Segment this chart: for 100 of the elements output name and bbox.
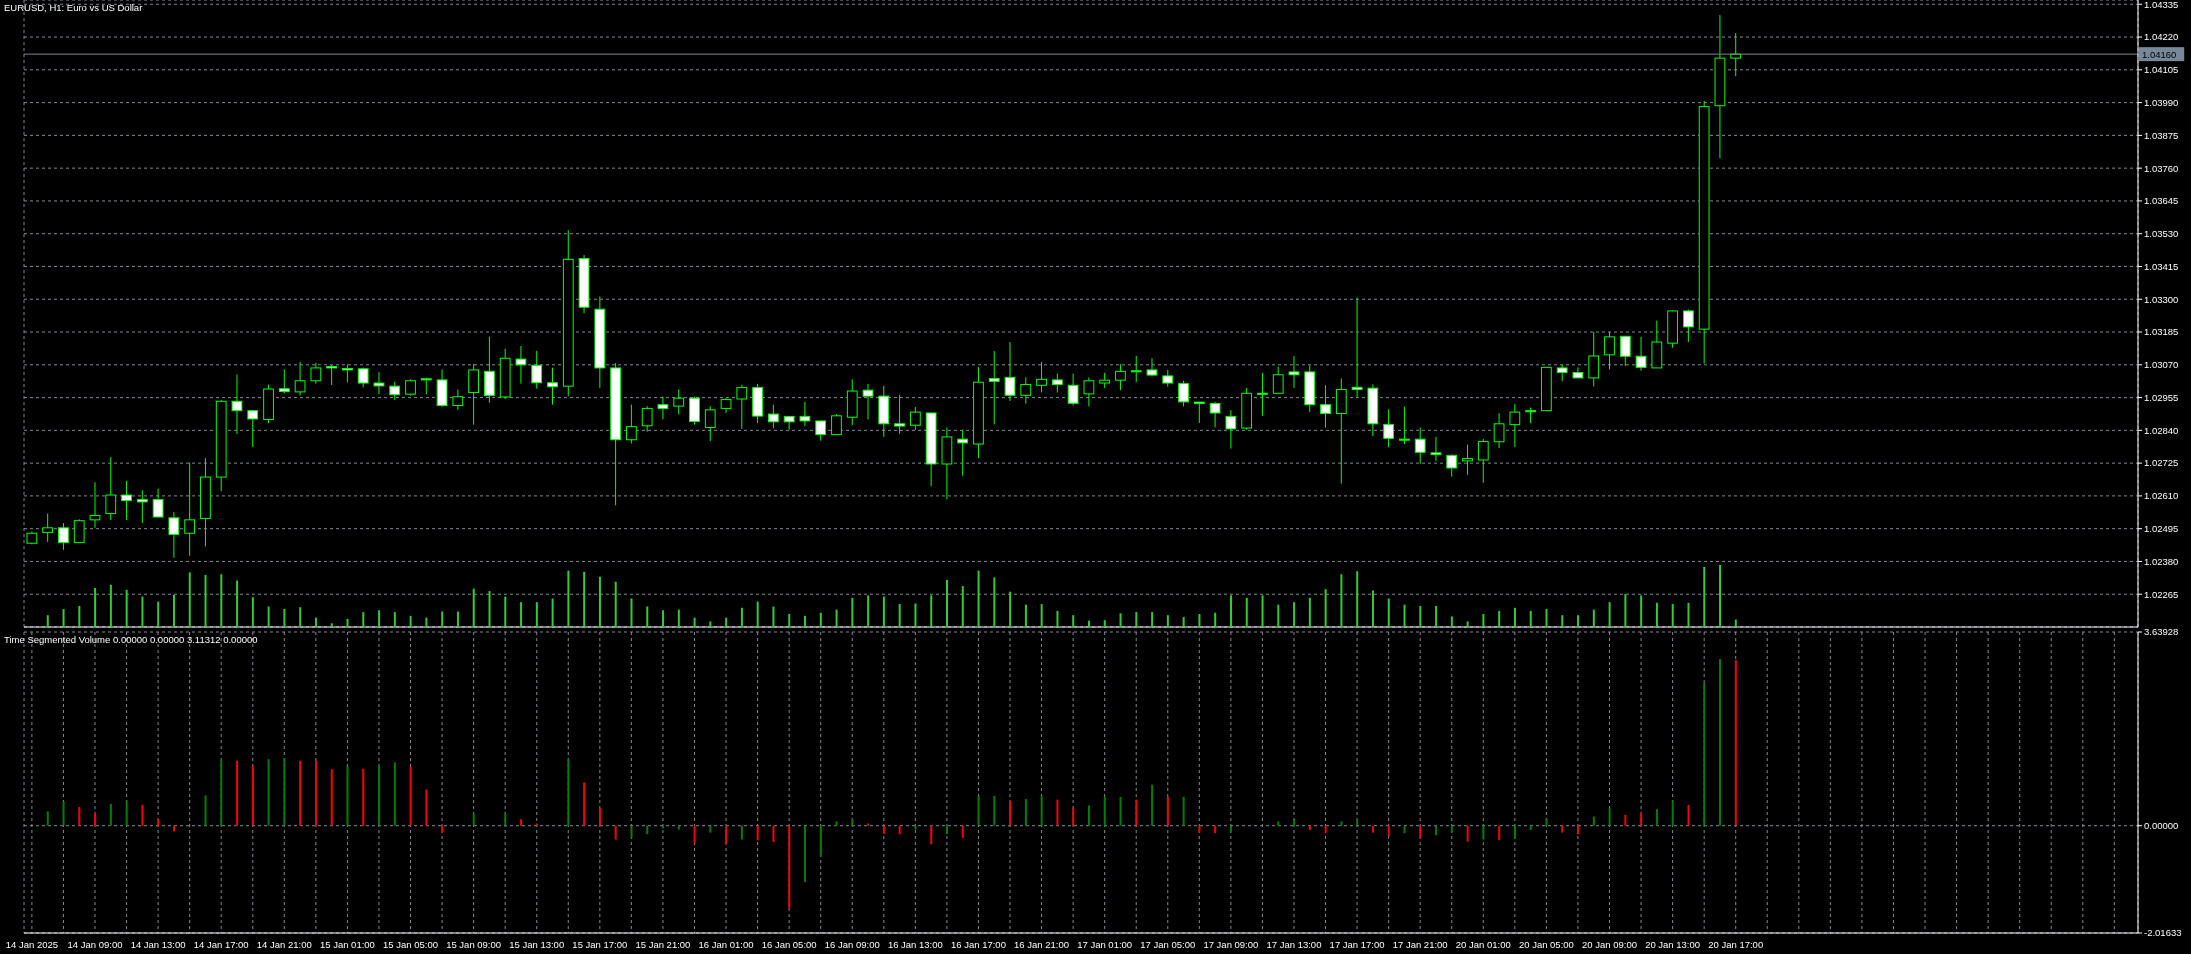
bar — [1293, 818, 1296, 826]
bar — [299, 607, 302, 627]
candlestick — [1272, 366, 1284, 394]
bar — [393, 762, 396, 826]
bar — [204, 574, 207, 627]
candlestick — [1193, 401, 1205, 424]
bar — [1024, 604, 1027, 627]
y-tick-label: 1.03070 — [2144, 359, 2179, 371]
bar — [630, 598, 633, 627]
bar — [1545, 818, 1548, 826]
bar — [1513, 607, 1516, 627]
bar — [851, 597, 854, 627]
candlestick — [1288, 355, 1300, 389]
bar — [535, 602, 538, 627]
bar — [283, 758, 286, 826]
bar — [977, 570, 980, 627]
y-tick-label: 1.03530 — [2144, 228, 2179, 240]
bar — [740, 825, 743, 840]
bar — [236, 580, 239, 627]
candlestick — [783, 415, 795, 431]
bar — [1498, 825, 1501, 841]
candlestick — [988, 350, 1000, 425]
bar — [1482, 613, 1485, 627]
bar — [1198, 613, 1201, 627]
y-tick-label: 1.02725 — [2144, 457, 2179, 469]
candlestick — [1225, 409, 1237, 450]
bar — [251, 597, 254, 627]
bar — [1340, 574, 1343, 627]
bar — [504, 813, 507, 826]
bar — [614, 581, 617, 627]
candlestick — [1509, 403, 1521, 448]
bar — [1577, 825, 1580, 835]
bar — [1545, 609, 1548, 627]
candlestick — [1414, 427, 1426, 465]
bar — [1608, 807, 1611, 826]
bar — [1308, 597, 1311, 627]
bar — [1135, 612, 1138, 627]
bar — [961, 825, 964, 838]
candlestick — [73, 518, 85, 544]
candlestick — [1604, 331, 1615, 370]
bar — [409, 615, 412, 627]
candlestick — [1682, 309, 1694, 343]
candlestick — [736, 384, 748, 430]
bar — [1293, 602, 1296, 627]
bar — [1529, 610, 1532, 627]
bar — [520, 602, 523, 627]
bar — [1371, 590, 1374, 627]
candlestick — [1335, 377, 1347, 485]
bar — [62, 801, 65, 826]
bar — [993, 795, 996, 826]
bar — [1419, 605, 1422, 627]
y-tick-label: 1.03415 — [2144, 260, 2179, 272]
bar — [62, 609, 65, 627]
x-tick-label: 17 Jan 09:00 — [1203, 938, 1259, 950]
bar — [78, 605, 81, 627]
bar — [1356, 819, 1359, 826]
candlestick — [184, 462, 196, 557]
bar — [1608, 602, 1611, 627]
bar — [204, 795, 207, 826]
candlestick — [815, 420, 827, 442]
bar — [220, 760, 223, 826]
candlestick — [1067, 373, 1079, 407]
bar — [1072, 615, 1075, 627]
candlestick — [689, 396, 700, 426]
candlestick — [1399, 405, 1410, 445]
bar — [1214, 612, 1217, 627]
bar — [1640, 813, 1643, 826]
bar — [1450, 616, 1453, 627]
bar — [1703, 566, 1706, 627]
x-tick-label: 15 Jan 09:00 — [446, 938, 502, 950]
bar — [1671, 604, 1674, 627]
candlestick — [673, 389, 685, 415]
bar — [299, 760, 302, 826]
x-tick-label: 17 Jan 17:00 — [1329, 938, 1385, 950]
y-tick-label: 1.03990 — [2144, 96, 2179, 108]
bar — [1072, 807, 1075, 826]
x-tick-label: 20 Jan 01:00 — [1455, 938, 1511, 950]
bar — [882, 825, 885, 834]
bar — [1182, 796, 1185, 826]
x-tick-label: 15 Jan 01:00 — [319, 938, 375, 950]
bar — [1671, 800, 1674, 826]
bar — [1719, 565, 1722, 627]
y-tick-label: 1.03300 — [2144, 293, 2179, 305]
bar — [772, 825, 775, 843]
bar — [1419, 825, 1422, 838]
bar — [314, 760, 317, 826]
bar — [236, 760, 239, 826]
candlestick — [894, 394, 905, 435]
candlestick — [1572, 366, 1584, 379]
x-tick-label: 20 Jan 17:00 — [1708, 938, 1764, 950]
candlestick — [1493, 412, 1505, 449]
x-tick-label: 16 Jan 17:00 — [950, 938, 1006, 950]
candlestick — [121, 480, 132, 521]
bar — [425, 617, 428, 627]
bar — [1403, 604, 1406, 627]
bar — [756, 825, 759, 841]
candlestick — [1130, 355, 1142, 383]
candlestick — [389, 381, 401, 401]
bar — [819, 612, 822, 627]
candlestick — [1083, 376, 1095, 407]
